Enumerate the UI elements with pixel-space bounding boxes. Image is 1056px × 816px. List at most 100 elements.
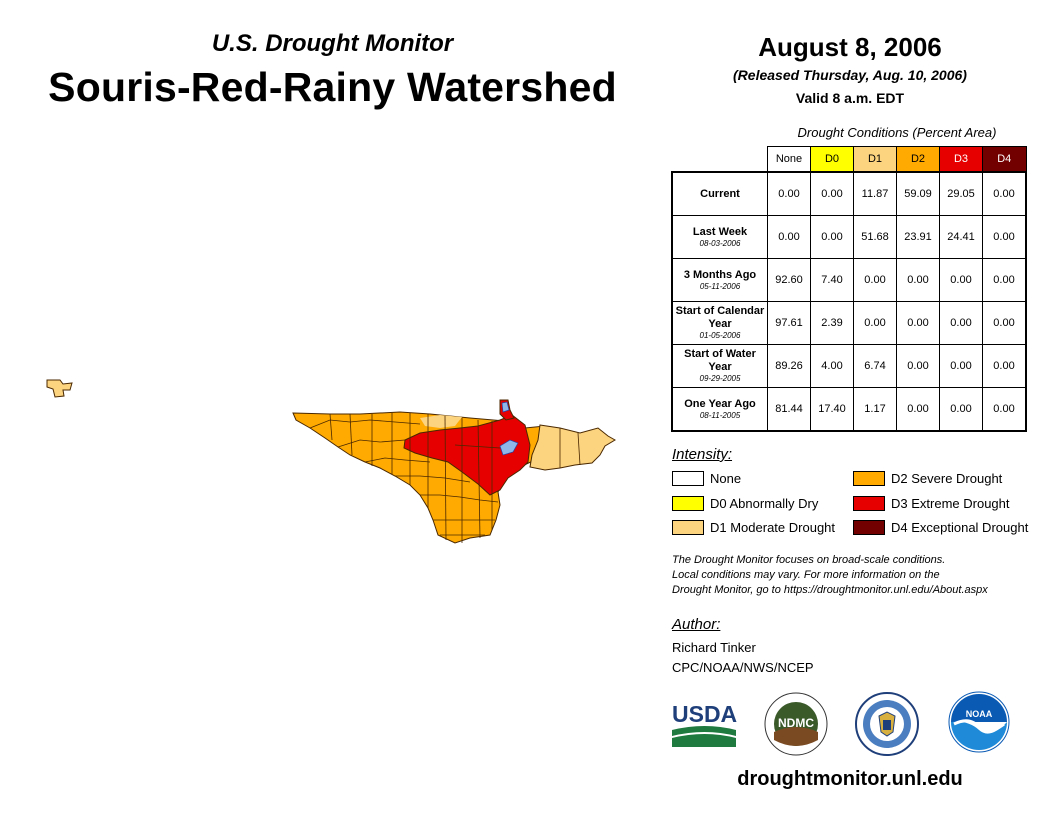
row-label: Start of Water Year 09-29-2005 <box>671 344 768 388</box>
col-none: None <box>767 146 811 173</box>
table-row: Current 0.00 0.00 11.87 59.09 29.05 0.00 <box>671 171 1027 216</box>
table-cell: 81.44 <box>767 387 811 432</box>
svg-text:NOAA: NOAA <box>966 709 993 719</box>
lake-north <box>501 401 510 413</box>
release-date: (Released Thursday, Aug. 10, 2006) <box>733 67 967 83</box>
table-row: One Year Ago 08-11-2005 81.44 17.40 1.17 … <box>671 387 1027 432</box>
legend-item-d3: D3 Extreme Drought <box>853 496 1010 511</box>
legend-swatch <box>853 520 885 535</box>
table-corner <box>672 147 768 173</box>
table-cell: 7.40 <box>810 258 854 302</box>
table-cell: 51.68 <box>853 215 897 259</box>
disclaimer-line: Drought Monitor, go to https://droughtmo… <box>672 584 988 596</box>
legend-label: D2 Severe Drought <box>891 471 1003 486</box>
row-label: Start of Calendar Year 01-05-2006 <box>671 301 768 345</box>
col-d2: D2 <box>896 146 940 173</box>
legend-item-d4: D4 Exceptional Drought <box>853 520 1028 535</box>
row-label: Last Week 08-03-2006 <box>671 215 768 259</box>
legend-swatch <box>672 520 704 535</box>
table-cell: 0.00 <box>939 344 983 388</box>
table-cell: 0.00 <box>939 258 983 302</box>
table-cell: 0.00 <box>982 344 1027 388</box>
table-cell: 0.00 <box>896 344 940 388</box>
region-d3 <box>403 414 531 496</box>
author-title: Author: <box>672 616 721 633</box>
isolated-area <box>46 379 73 398</box>
table-cell: 0.00 <box>896 258 940 302</box>
svg-text:NDMC: NDMC <box>778 716 814 730</box>
table-cell: 23.91 <box>896 215 940 259</box>
noaa-logo-icon: NOAA <box>948 691 1010 753</box>
table-cell: 0.00 <box>896 301 940 345</box>
table-cell: 0.00 <box>853 301 897 345</box>
table-cell: 0.00 <box>767 215 811 259</box>
table-cell: 0.00 <box>982 258 1027 302</box>
footer-url-link[interactable]: droughtmonitor.unl.edu <box>737 768 963 790</box>
commerce-seal-icon <box>855 692 919 756</box>
disclaimer: The Drought Monitor focuses on broad-sca… <box>672 553 1052 598</box>
table-cell: 0.00 <box>939 387 983 432</box>
author-block: Richard Tinker CPC/NOAA/NWS/NCEP <box>672 638 814 678</box>
col-d3: D3 <box>939 146 983 173</box>
map-title: Souris-Red-Rainy Watershed <box>48 64 617 110</box>
legend-title: Intensity: <box>672 446 733 463</box>
table-cell: 0.00 <box>982 301 1027 345</box>
table-cell: 6.74 <box>853 344 897 388</box>
row-label: Current <box>671 171 768 216</box>
table-row: 3 Months Ago 05-11-2006 92.60 7.40 0.00 0… <box>671 258 1027 302</box>
table-cell: 29.05 <box>939 171 983 216</box>
table-cell: 0.00 <box>853 258 897 302</box>
table-cell: 0.00 <box>982 387 1027 432</box>
col-d4: D4 <box>982 146 1027 173</box>
table-header-row: None D0 D1 D2 D3 D4 <box>672 146 1027 173</box>
table-cell: 97.61 <box>767 301 811 345</box>
disclaimer-line: The Drought Monitor focuses on broad-sca… <box>672 554 946 566</box>
legend-label: D1 Moderate Drought <box>710 520 836 535</box>
author-name: Richard Tinker <box>672 640 756 655</box>
table-cell: 0.00 <box>810 171 854 216</box>
ndmc-logo-icon: NDMC <box>764 692 828 756</box>
legend-swatch <box>672 496 704 511</box>
table-title: Drought Conditions (Percent Area) <box>797 125 997 140</box>
region-d1-east <box>529 424 616 471</box>
legend-swatch <box>672 471 704 486</box>
table-cell: 0.00 <box>939 301 983 345</box>
legend-item-d0: D0 Abnormally Dry <box>672 496 818 511</box>
table-cell: 24.41 <box>939 215 983 259</box>
map-subtitle: U.S. Drought Monitor <box>211 30 454 57</box>
usda-logo-icon: USDA <box>672 701 737 747</box>
col-d1: D1 <box>853 146 897 173</box>
table-cell: 1.17 <box>853 387 897 432</box>
col-d0: D0 <box>810 146 854 173</box>
legend-swatch <box>853 496 885 511</box>
legend-item-d2: D2 Severe Drought <box>853 471 1002 486</box>
table-cell: 59.09 <box>896 171 940 216</box>
table-cell: 11.87 <box>853 171 897 216</box>
table-cell: 17.40 <box>810 387 854 432</box>
table-cell: 0.00 <box>982 215 1027 259</box>
county-lines <box>309 413 581 543</box>
table-cell: 0.00 <box>767 171 811 216</box>
disclaimer-line: Local conditions may vary. For more info… <box>672 569 940 581</box>
legend-label: D4 Exceptional Drought <box>891 520 1029 535</box>
legend-item-none: None <box>672 471 741 486</box>
lake <box>499 439 519 456</box>
drought-conditions-table: None D0 D1 D2 D3 D4 Current 0.00 0.00 11… <box>671 146 1027 432</box>
table-cell: 92.60 <box>767 258 811 302</box>
legend-swatch <box>853 471 885 486</box>
row-label: 3 Months Ago 05-11-2006 <box>671 258 768 302</box>
legend-label: None <box>710 471 742 486</box>
row-label: One Year Ago 08-11-2005 <box>671 387 768 432</box>
author-org: CPC/NOAA/NWS/NCEP <box>672 660 814 675</box>
table-cell: 4.00 <box>810 344 854 388</box>
table-row: Last Week 08-03-2006 0.00 0.00 51.68 23.9… <box>671 215 1027 259</box>
table-row: Start of Calendar Year 01-05-2006 97.61 2… <box>671 301 1027 345</box>
drought-map <box>46 379 616 544</box>
table-cell: 2.39 <box>810 301 854 345</box>
legend-label: D0 Abnormally Dry <box>710 496 819 511</box>
table-cell: 0.00 <box>896 387 940 432</box>
table-cell: 0.00 <box>810 215 854 259</box>
legend-label: D3 Extreme Drought <box>891 496 1010 511</box>
map-date: August 8, 2006 <box>758 32 942 62</box>
legend-item-d1: D1 Moderate Drought <box>672 520 835 535</box>
